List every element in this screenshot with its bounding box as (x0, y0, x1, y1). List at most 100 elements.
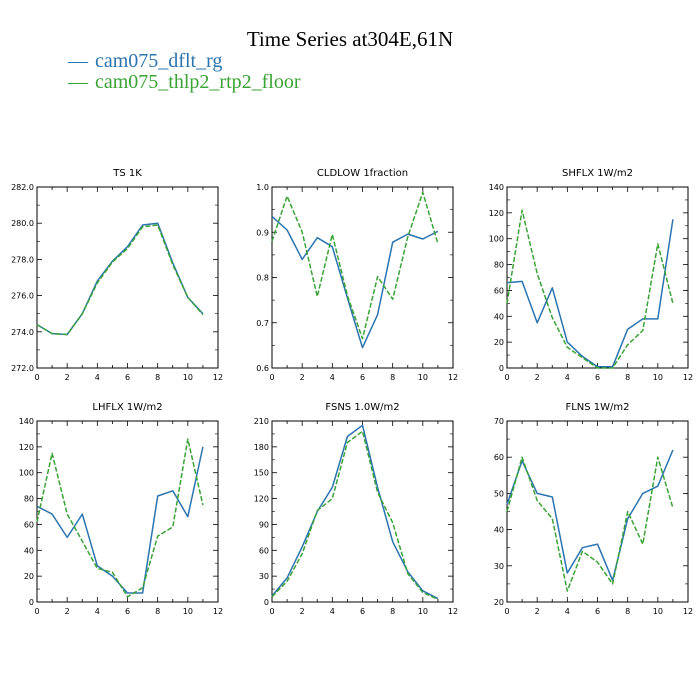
panel-title: FLNS 1W/m2 (565, 402, 629, 413)
x-tick-label: 8 (390, 607, 395, 616)
x-tick-label: 10 (653, 607, 663, 616)
y-tick-label: 30 (259, 572, 269, 581)
legend-item-series-2: — cam075_thlp2_rtp2_floor (68, 71, 301, 94)
series-line-thlp2-rtp2-floor (506, 209, 674, 369)
x-tick-label: 8 (625, 607, 630, 616)
series-line-dflt-rg (506, 449, 674, 582)
plot-frame (36, 420, 219, 603)
y-tick-label: 272.0 (11, 364, 34, 373)
y-tick-label: 180 (254, 443, 269, 452)
y-tick-label: 0 (499, 364, 504, 373)
plot-frame (36, 186, 219, 369)
panel-2: CLDLOW 1fraction 0 2 4 6 8 10 12 0.6 0.7 0.8 0.9 1.0 (256, 168, 458, 382)
x-tick-label: 4 (330, 607, 335, 616)
x-tick-label: 10 (418, 607, 428, 616)
x-tick-label: 12 (683, 373, 693, 382)
y-tick-label: 0.6 (256, 364, 269, 373)
y-tick-label: 60 (259, 546, 269, 555)
x-tick-label: 10 (418, 373, 428, 382)
y-tick-label: 1.0 (256, 183, 269, 192)
x-tick-label: 6 (360, 607, 365, 616)
x-tick-label: 12 (213, 607, 223, 616)
x-tick-label: 0 (269, 373, 274, 382)
plot-frame (506, 186, 689, 369)
x-tick-label: 6 (360, 373, 365, 382)
x-tick-label: 4 (565, 373, 570, 382)
y-tick-label: 120 (254, 495, 269, 504)
y-tick-label: 0.9 (256, 228, 269, 237)
x-tick-label: 0 (504, 607, 509, 616)
y-tick-label: 150 (254, 469, 269, 478)
x-tick-label: 4 (330, 373, 335, 382)
y-tick-label: 120 (489, 209, 504, 218)
x-tick-label: 6 (125, 373, 130, 382)
y-tick-label: 20 (494, 598, 504, 607)
x-tick-label: 6 (125, 607, 130, 616)
x-tick-label: 6 (595, 607, 600, 616)
y-tick-label: 50 (494, 489, 504, 498)
series-line-thlp2-rtp2-floor (271, 430, 439, 601)
x-tick-label: 0 (34, 373, 39, 382)
x-tick-label: 2 (535, 373, 540, 382)
y-tick-label: 210 (254, 417, 269, 426)
x-tick-label: 12 (683, 607, 693, 616)
x-tick-label: 12 (213, 373, 223, 382)
y-tick-label: 140 (19, 417, 34, 426)
y-tick-label: 0.7 (256, 319, 269, 328)
y-tick-label: 30 (494, 562, 504, 571)
panel-6: FLNS 1W/m2 0 2 4 6 8 10 12 20 30 40 50 60 70 (494, 402, 693, 616)
y-tick-label: 274.0 (11, 328, 34, 337)
y-tick-label: 282.0 (11, 183, 34, 192)
series-line-thlp2-rtp2-floor (36, 224, 204, 336)
series-line-dflt-rg (271, 424, 439, 600)
x-tick-label: 6 (595, 373, 600, 382)
legend-label: cam075_dflt_rg (95, 50, 223, 72)
x-tick-label: 2 (300, 373, 305, 382)
y-tick-label: 80 (494, 261, 504, 270)
y-tick-label: 20 (494, 338, 504, 347)
figure-title: Time Series at304E,61N (246, 27, 454, 51)
x-tick-label: 4 (95, 607, 100, 616)
y-tick-label: 0 (264, 598, 269, 607)
y-tick-label: 0 (29, 598, 34, 607)
y-tick-label: 90 (259, 520, 269, 529)
plot-frame (506, 420, 689, 603)
x-tick-label: 4 (95, 373, 100, 382)
y-tick-label: 60 (494, 453, 504, 462)
x-tick-label: 0 (504, 373, 509, 382)
y-tick-label: 280.0 (11, 219, 34, 228)
legend-line-icon: — (68, 50, 93, 72)
panel-title: TS 1K (112, 168, 142, 179)
panel-title: LHFLX 1W/m2 (92, 402, 162, 413)
x-tick-label: 12 (448, 607, 458, 616)
y-tick-label: 60 (24, 520, 34, 529)
x-tick-label: 2 (65, 607, 70, 616)
series-line-dflt-rg (506, 219, 674, 368)
legend-item-series-1: — cam075_dflt_rg (68, 50, 222, 73)
y-tick-label: 70 (494, 417, 504, 426)
y-tick-label: 276.0 (11, 292, 34, 301)
panel-title: FSNS 1.0W/m2 (325, 402, 399, 413)
y-tick-label: 100 (19, 469, 34, 478)
series-line-dflt-rg (271, 215, 439, 349)
panel-title: SHFLX 1W/m2 (562, 168, 633, 179)
y-tick-label: 40 (24, 546, 34, 555)
y-tick-label: 20 (24, 572, 34, 581)
series-line-dflt-rg (36, 446, 204, 594)
x-tick-label: 2 (535, 607, 540, 616)
x-tick-label: 8 (625, 373, 630, 382)
series-line-thlp2-rtp2-floor (506, 456, 674, 592)
x-tick-label: 8 (155, 373, 160, 382)
x-tick-label: 10 (653, 373, 663, 382)
y-tick-label: 40 (494, 312, 504, 321)
legend-label: cam075_thlp2_rtp2_floor (95, 71, 301, 93)
y-tick-label: 100 (489, 235, 504, 244)
y-tick-label: 140 (489, 183, 504, 192)
y-tick-label: 80 (24, 495, 34, 504)
y-tick-label: 40 (494, 526, 504, 535)
y-tick-label: 120 (19, 443, 34, 452)
